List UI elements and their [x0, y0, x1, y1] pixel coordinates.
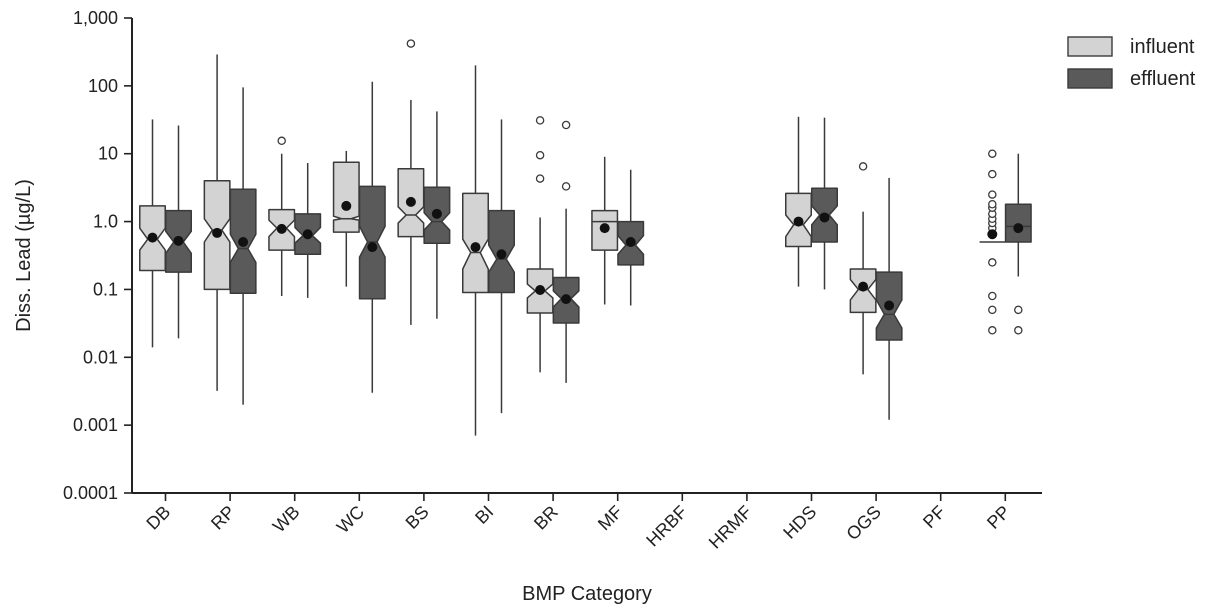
- legend-label-influent: influent: [1130, 36, 1195, 58]
- mean-marker: [238, 236, 249, 247]
- y-tick-label: 1.0: [93, 212, 118, 232]
- mean-marker: [341, 200, 352, 211]
- box-effluent-wc: [358, 81, 386, 393]
- box-effluent-hds: [811, 117, 838, 290]
- x-tick-label: DB: [142, 502, 174, 534]
- box-influent-rp: [203, 54, 231, 391]
- mean-marker: [561, 294, 572, 305]
- outlier-point: [988, 291, 997, 301]
- mean-marker: [431, 208, 442, 219]
- x-tick-label: MF: [594, 502, 627, 535]
- box-effluent-br: [552, 120, 580, 383]
- x-tick-label: WC: [333, 502, 368, 537]
- box-effluent-mf: [617, 169, 645, 306]
- mean-marker: [212, 227, 223, 238]
- y-tick-label: 0.01: [83, 347, 118, 367]
- box-influent-bi: [462, 65, 489, 436]
- outlier-point: [988, 199, 997, 209]
- outlier-point: [1014, 326, 1023, 335]
- box-effluent-bi: [488, 119, 515, 414]
- x-tick-label: HDS: [779, 502, 820, 543]
- outlier-point: [988, 326, 997, 335]
- outlier-point: [1014, 305, 1023, 315]
- x-tick-label: OGS: [842, 502, 884, 544]
- mean-marker: [367, 242, 378, 253]
- outlier-point: [988, 190, 997, 199]
- box-effluent-bs: [423, 111, 451, 319]
- x-tick-label: WB: [269, 502, 304, 537]
- box-influent-bs: [397, 39, 425, 325]
- outlier-point: [406, 39, 416, 48]
- x-tick-label: PP: [983, 502, 1014, 533]
- mean-marker: [987, 229, 998, 240]
- mean-marker: [858, 281, 869, 292]
- box-effluent-ogs: [875, 177, 903, 420]
- y-tick-label: 0.001: [73, 415, 118, 435]
- box-effluent-wb: [294, 162, 322, 298]
- outlier-point: [561, 182, 571, 191]
- x-tick-label: HRBF: [642, 502, 691, 551]
- mean-marker: [599, 223, 610, 234]
- x-tick-label: BS: [402, 502, 433, 533]
- legend-swatch-effluent: [1067, 68, 1113, 89]
- y-axis-label: Diss. Lead (µg/L): [13, 179, 35, 332]
- outlier-point: [988, 305, 997, 315]
- mean-marker: [405, 196, 416, 207]
- outlier-point: [535, 150, 545, 160]
- outlier-point: [988, 258, 997, 267]
- outlier-point: [535, 116, 545, 125]
- box-effluent-db: [165, 125, 192, 339]
- outlier-point: [535, 174, 545, 183]
- outlier-point: [858, 162, 868, 171]
- x-tick-label: PF: [919, 502, 949, 532]
- y-tick-label: 100: [88, 76, 118, 96]
- mean-marker: [302, 229, 313, 240]
- box-influent-wb: [268, 136, 296, 297]
- x-tick-label: BI: [471, 502, 497, 528]
- box-body: [332, 161, 360, 233]
- y-tick-label: 1,000: [73, 8, 118, 28]
- mean-marker: [147, 232, 158, 243]
- box-effluent-pp: [1004, 153, 1032, 335]
- mean-marker: [470, 242, 481, 253]
- outlier-point: [561, 120, 571, 130]
- mean-marker: [276, 223, 287, 234]
- box-influent-wc: [332, 150, 360, 287]
- legend-label-effluent: effluent: [1130, 68, 1196, 90]
- mean-marker: [793, 216, 804, 227]
- mean-marker: [819, 212, 830, 223]
- y-tick-label: 10: [98, 144, 118, 164]
- y-tick-label: 0.1: [93, 279, 118, 299]
- mean-marker: [625, 236, 636, 247]
- x-axis-label: BMP Category: [522, 583, 652, 605]
- outlier-point: [988, 169, 997, 179]
- box-influent-br: [526, 116, 554, 373]
- box-influent-ogs: [849, 162, 877, 375]
- outlier-point: [988, 149, 997, 158]
- mean-marker: [884, 300, 895, 311]
- legend-swatch-influent: [1067, 36, 1113, 57]
- x-tick-label: BR: [530, 502, 562, 534]
- box-body: [1004, 203, 1032, 243]
- box-influent-db: [139, 119, 166, 348]
- mean-marker: [535, 285, 546, 296]
- box-effluent-rp: [229, 87, 257, 405]
- mean-marker: [1013, 223, 1024, 234]
- box-influent-pp: [979, 149, 1006, 335]
- x-tick-label: RP: [207, 502, 239, 534]
- y-tick-label: 0.0001: [63, 483, 118, 503]
- box-influent-hds: [785, 116, 812, 287]
- outlier-point: [277, 136, 286, 146]
- mean-marker: [496, 249, 507, 260]
- mean-marker: [173, 235, 184, 246]
- x-tick-label: HRMF: [705, 502, 756, 553]
- box-influent-mf: [591, 156, 619, 305]
